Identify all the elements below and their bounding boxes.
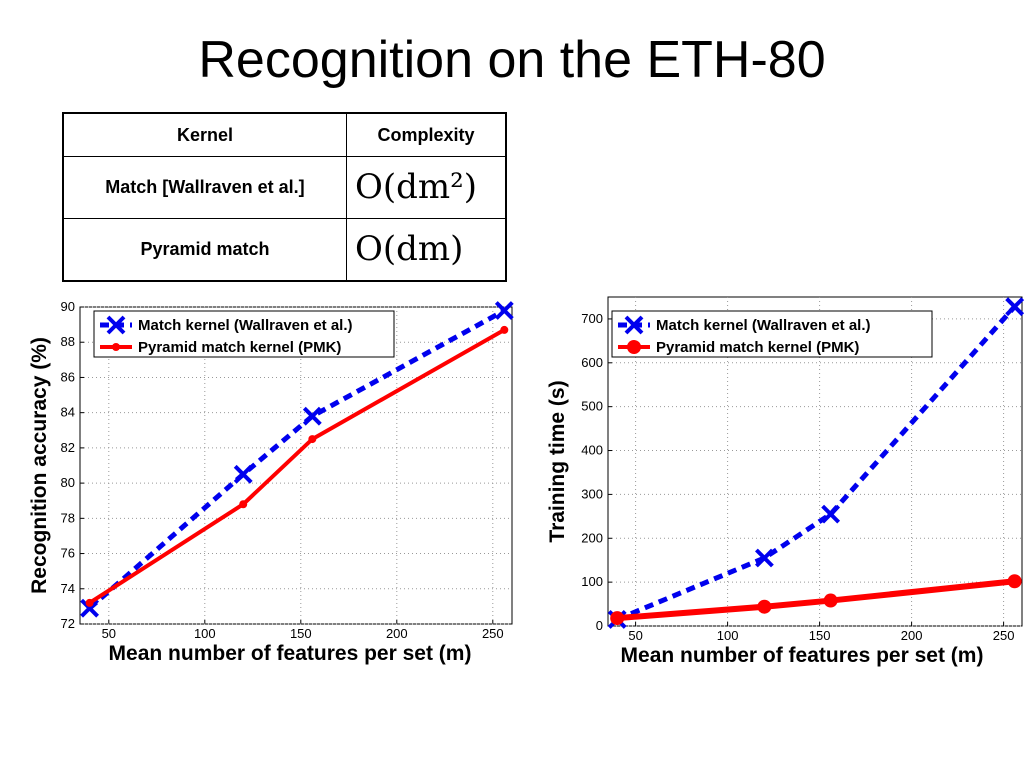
marker-stroke — [1005, 297, 1024, 317]
marker-stroke — [821, 504, 841, 524]
marker-stroke — [302, 406, 322, 426]
training-time-chart: 50 100 150 200 250 0 100 200 300 400 500 600 700 Mean… — [530, 290, 1024, 680]
complexity-cell: O(dm²) — [346, 156, 507, 219]
x-tick-label: 150 — [809, 628, 831, 643]
accuracy-chart: 50 100 150 200 250 72 74 76 78 80 82 84 86 88 90 Mean n… — [0, 290, 520, 680]
y-axis-label: Recognition accuracy (%) — [28, 337, 51, 594]
series-line — [616, 578, 1015, 622]
plot-area — [79, 306, 513, 625]
legend: Match kernel (Wallraven et al.) Pyramid m… — [611, 310, 933, 358]
table-row: Pyramid match O(dm) — [62, 217, 507, 282]
y-tick-label: 82 — [61, 440, 75, 455]
series-line — [87, 308, 506, 611]
legend-label: Match kernel (Wallraven et al.) — [656, 317, 871, 334]
legend-label: Pyramid match kernel (PMK) — [138, 339, 341, 356]
chart-svg: 50 100 150 200 250 72 74 76 78 80 82 84 86 88 90 Mean n… — [28, 299, 514, 665]
data-point-x-marker — [233, 464, 253, 484]
y-tick-label: 80 — [61, 475, 75, 490]
data-point-dot — [308, 435, 317, 444]
data-point-dot — [85, 598, 94, 607]
data-point-x-marker — [1005, 297, 1024, 317]
x-axis-label: Mean number of features per set (m) — [109, 642, 472, 665]
x-tick-label: 100 — [194, 626, 216, 641]
legend-box — [93, 310, 395, 358]
legend-x-marker — [106, 315, 126, 335]
y-tick-label: 700 — [581, 311, 603, 326]
data-point-x-marker — [80, 598, 100, 618]
x-tick-label: 50 — [628, 628, 642, 643]
x-tick-label: 250 — [482, 626, 504, 641]
y-tick-label: 84 — [61, 405, 75, 420]
y-tick-label: 0 — [596, 618, 603, 633]
header-kernel: Kernel — [62, 112, 347, 157]
marker-stroke — [233, 464, 253, 484]
x-axis-label: Mean number of features per set (m) — [621, 644, 984, 667]
y-tick-label: 200 — [581, 530, 603, 545]
x-tick-label: 200 — [901, 628, 923, 643]
y-tick-label: 300 — [581, 486, 603, 501]
data-point-x-marker — [494, 301, 514, 320]
x-tick-label: 50 — [102, 626, 116, 641]
y-tick-label: 78 — [61, 510, 75, 525]
table-header-row: Kernel Complexity — [62, 112, 507, 157]
data-point-x-marker — [754, 548, 774, 568]
slide-title: Recognition on the ETH-80 — [198, 31, 826, 89]
y-tick-label: 400 — [581, 443, 603, 458]
series-line — [88, 328, 506, 605]
y-tick-label: 600 — [581, 355, 603, 370]
x-tick-label: 150 — [290, 626, 312, 641]
marker-stroke — [80, 598, 100, 618]
y-tick-label: 72 — [61, 616, 75, 631]
series-line — [616, 304, 1017, 622]
data-point-dot — [823, 593, 838, 608]
marker-stroke — [494, 301, 514, 320]
legend-x-marker — [624, 315, 644, 335]
kernel-cell: Pyramid match — [62, 217, 347, 282]
y-tick-label: 90 — [61, 299, 75, 314]
data-point-dot — [500, 325, 509, 334]
kernel-cell: Match [Wallraven et al.] — [62, 156, 347, 219]
data-point-dot — [610, 611, 625, 626]
data-point-dot — [1007, 574, 1022, 589]
legend-dot-marker — [627, 340, 641, 354]
header-complexity: Complexity — [346, 112, 507, 157]
y-axis-label: Training time (s) — [546, 380, 569, 542]
y-tick-label: 74 — [61, 581, 75, 596]
data-point-x-marker — [302, 406, 322, 426]
legend-label: Pyramid match kernel (PMK) — [656, 339, 859, 356]
y-tick-label: 76 — [61, 546, 75, 561]
data-point-dot — [239, 500, 248, 509]
y-tick-label: 88 — [61, 334, 75, 349]
legend-dot-marker — [112, 343, 120, 351]
legend-box — [611, 310, 933, 358]
complexity-cell: O(dm) — [346, 217, 507, 282]
legend: Match kernel (Wallraven et al.) Pyramid m… — [93, 310, 395, 358]
data-point-x-marker — [821, 504, 841, 524]
marker-stroke — [754, 548, 774, 568]
chart-svg: 50 100 150 200 250 0 100 200 300 400 500 600 700 Mean… — [546, 296, 1024, 667]
x-tick-label: 200 — [386, 626, 408, 641]
data-point-dot — [757, 599, 772, 614]
y-tick-label: 100 — [581, 574, 603, 589]
complexity-table: Kernel Complexity Match [Wallraven et al… — [62, 112, 507, 282]
table-row: Match [Wallraven et al.] O(dm²) — [62, 156, 507, 219]
y-tick-label: 500 — [581, 399, 603, 414]
y-tick-label: 86 — [61, 369, 75, 384]
x-tick-label: 100 — [717, 628, 739, 643]
x-tick-label: 250 — [993, 628, 1015, 643]
legend-label: Match kernel (Wallraven et al.) — [138, 317, 353, 334]
